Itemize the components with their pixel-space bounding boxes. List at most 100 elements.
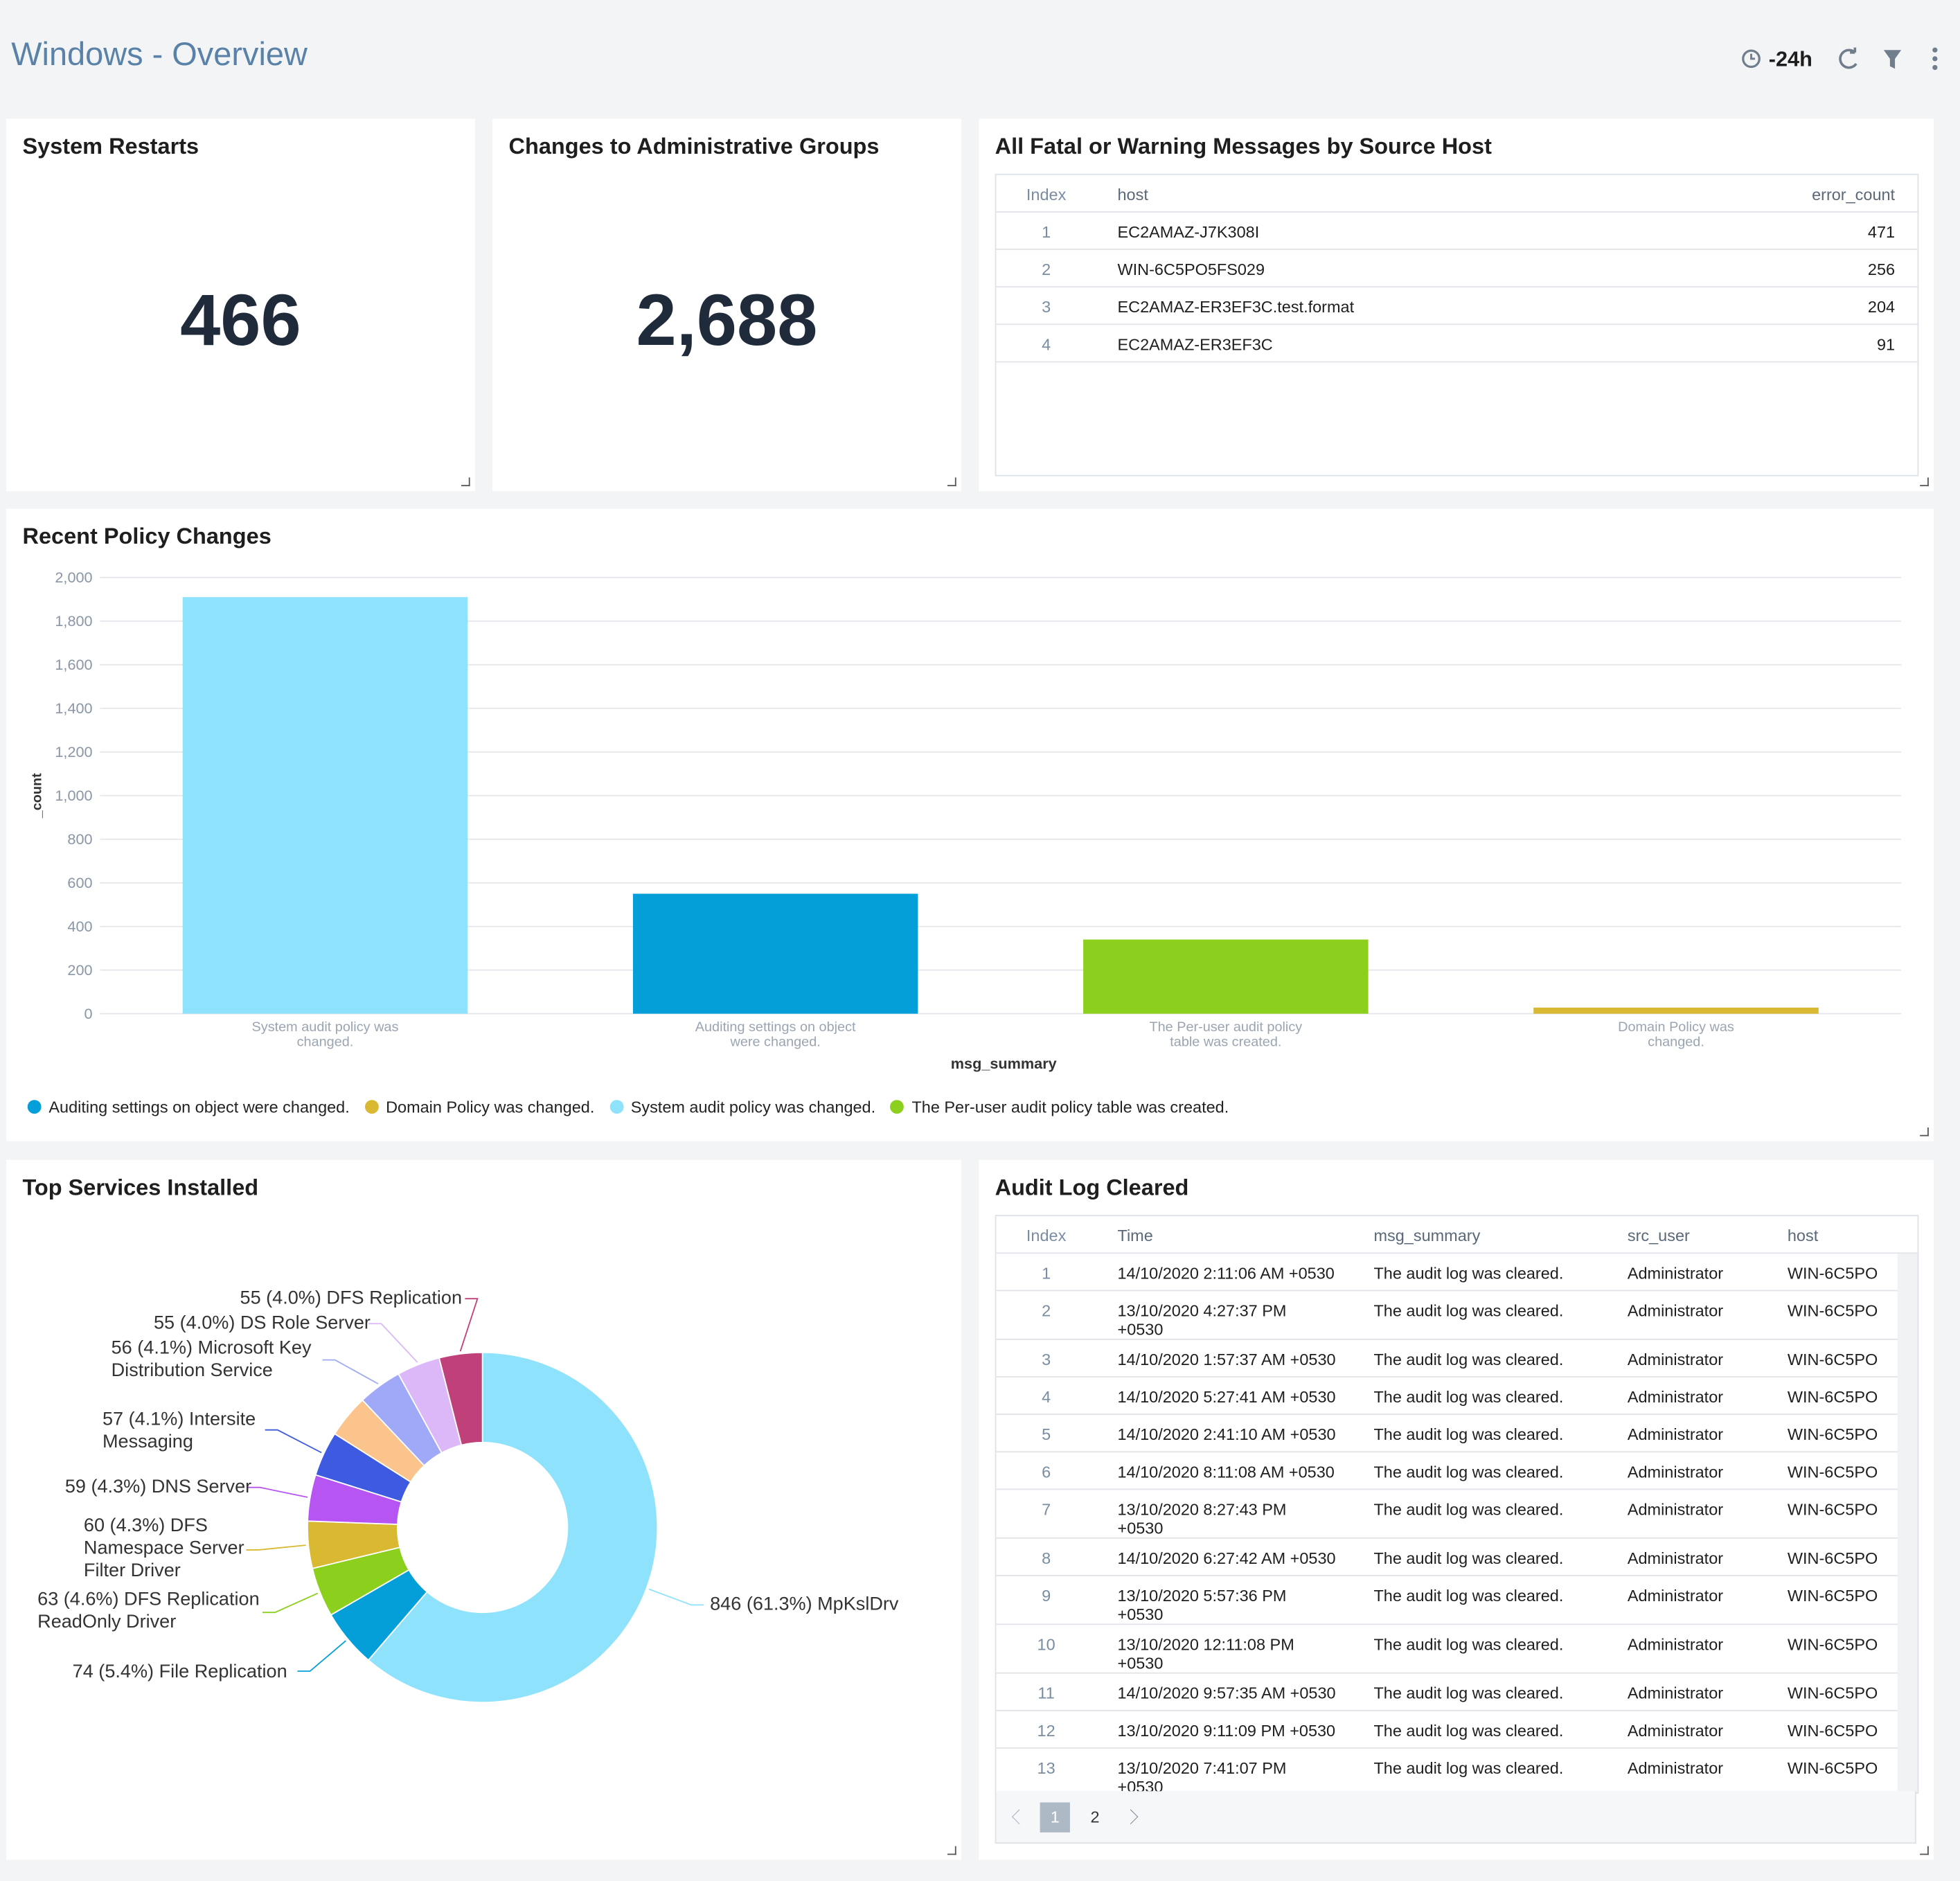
- table-row: 3 EC2AMAZ-ER3EF3C.test.format 204: [996, 287, 1918, 326]
- dashboard-title: Windows - Overview: [11, 35, 308, 73]
- refresh-button[interactable]: [1839, 47, 1857, 69]
- table-cell: WIN-6C5PO: [1787, 1462, 1878, 1481]
- column-header: src_user: [1627, 1226, 1690, 1245]
- table-cell: The audit log was cleared.: [1373, 1634, 1564, 1654]
- legend-label: The Per-user audit policy table was crea…: [911, 1097, 1229, 1116]
- legend-item[interactable]: Domain Policy was changed.: [364, 1098, 594, 1116]
- table-cell: 13/10/2020 7:41:07 PM +0530: [1117, 1758, 1287, 1794]
- table-cell: WIN-6C5PO: [1787, 1721, 1878, 1740]
- resize-handle[interactable]: [1920, 1127, 1929, 1136]
- table-cell: 10: [1037, 1634, 1055, 1654]
- resize-handle[interactable]: [1920, 477, 1929, 487]
- panel-title: Audit Log Cleared: [995, 1175, 1189, 1200]
- table-cell: Administrator: [1627, 1586, 1724, 1605]
- table-cell: 3: [1042, 297, 1051, 317]
- table-cell: 256: [1867, 260, 1896, 279]
- time-range[interactable]: -24h: [1769, 47, 1812, 71]
- legend-label: System audit policy was changed.: [630, 1097, 876, 1116]
- table-cell: The audit log was cleared.: [1373, 1301, 1564, 1320]
- table-cell: 14/10/2020 9:57:35 AM +0530: [1117, 1684, 1336, 1703]
- data-table: Index Time msg_summary src_user host 1 14/10/2…: [995, 1215, 1919, 1794]
- column-header: Time: [1117, 1226, 1153, 1245]
- table-cell: Administrator: [1627, 1499, 1724, 1519]
- single-value: 2,688: [636, 280, 818, 362]
- table-cell: The audit log was cleared.: [1373, 1586, 1564, 1605]
- panel-title: System Restarts: [22, 134, 199, 159]
- x-tick-label: System audit policy was changed.: [251, 1019, 399, 1051]
- single-value-panel: Changes to Administrative Groups 2,688: [492, 118, 961, 492]
- slice-label: 846 (61.3%) MpKslDrv: [710, 1594, 899, 1615]
- page-number[interactable]: 1: [1040, 1801, 1070, 1832]
- table-cell: The audit log was cleared.: [1373, 1549, 1564, 1568]
- resize-handle[interactable]: [947, 477, 956, 487]
- table-cell: 13/10/2020 9:11:09 PM +0530: [1117, 1721, 1336, 1740]
- table-row: 2 WIN-6C5PO5FS029 256: [996, 250, 1918, 288]
- table-row: 13 13/10/2020 7:41:07 PM +0530 The audit l…: [996, 1749, 1917, 1794]
- table-cell: 9: [1042, 1586, 1051, 1605]
- table-cell: 13/10/2020 8:27:43 PM +0530: [1117, 1499, 1287, 1537]
- panel-title: Changes to Administrative Groups: [508, 134, 880, 159]
- resize-handle[interactable]: [1920, 1846, 1929, 1855]
- table-cell: 1: [1042, 222, 1051, 242]
- table-cell: The audit log was cleared.: [1373, 1499, 1564, 1519]
- table-cell: 14/10/2020 5:27:41 AM +0530: [1117, 1387, 1336, 1407]
- legend: Auditing settings on object were changed…: [27, 1097, 1229, 1116]
- resize-handle[interactable]: [947, 1846, 956, 1855]
- column-header: host: [1117, 185, 1148, 204]
- table-row: 9 13/10/2020 5:57:36 PM +0530 The audit lo…: [996, 1576, 1918, 1625]
- table-row: 6 14/10/2020 8:11:08 AM +0530 The audit lo…: [996, 1452, 1918, 1490]
- table-cell: WIN-6C5PO: [1787, 1387, 1878, 1407]
- table-cell: WIN-6C5PO: [1787, 1758, 1878, 1778]
- data-table: Index host error_count 1 EC2AMAZ-J7K308I 471 2…: [995, 173, 1919, 476]
- resize-handle[interactable]: [461, 477, 470, 487]
- table-cell: 13: [1037, 1758, 1055, 1778]
- table-cell: 4: [1042, 1387, 1051, 1407]
- legend-item[interactable]: System audit policy was changed.: [609, 1098, 875, 1116]
- legend-item[interactable]: The Per-user audit policy table was crea…: [890, 1097, 1229, 1116]
- table-cell: 12: [1037, 1721, 1055, 1740]
- slice-label: 74 (5.4%) File Replication: [72, 1661, 287, 1683]
- table-row: 8 14/10/2020 6:27:42 AM +0530 The audit lo…: [996, 1539, 1918, 1576]
- table-cell: 14/10/2020 2:41:10 AM +0530: [1117, 1425, 1336, 1444]
- table-panel: Audit Log Cleared Index Time msg_summary src…: [979, 1159, 1934, 1860]
- table-cell: 13/10/2020 5:57:36 PM +0530: [1117, 1586, 1287, 1624]
- next-page[interactable]: [1123, 1809, 1139, 1825]
- table-cell: WIN-6C5PO: [1787, 1350, 1878, 1369]
- table-cell: 7: [1042, 1499, 1051, 1519]
- legend-item[interactable]: Auditing settings on object were changed…: [27, 1098, 350, 1116]
- table-cell: 6: [1042, 1462, 1051, 1481]
- table-cell: 14/10/2020 6:27:42 AM +0530: [1117, 1549, 1336, 1568]
- table-cell: 14/10/2020 1:57:37 AM +0530: [1117, 1350, 1336, 1369]
- table-cell: Administrator: [1627, 1634, 1724, 1654]
- table-cell: EC2AMAZ-J7K308I: [1117, 222, 1260, 242]
- table-cell: 14/10/2020 8:11:08 AM +0530: [1117, 1462, 1335, 1481]
- table-cell: The audit log was cleared.: [1373, 1684, 1564, 1703]
- table-row: 1 EC2AMAZ-J7K308I 471: [996, 213, 1918, 250]
- more-menu-button[interactable]: [1932, 47, 1938, 71]
- table-cell: 4: [1042, 335, 1051, 354]
- column-header: Index: [1026, 1226, 1067, 1245]
- table-row: 4 14/10/2020 5:27:41 AM +0530 The audit lo…: [996, 1378, 1918, 1416]
- table-cell: 2: [1042, 260, 1051, 279]
- legend-swatch: [890, 1100, 905, 1114]
- table-row: 10 13/10/2020 12:11:08 PM +0530 The audit …: [996, 1625, 1918, 1674]
- filter-button[interactable]: [1883, 50, 1902, 69]
- table-row: 11 14/10/2020 9:57:35 AM +0530 The audit l…: [996, 1674, 1918, 1711]
- table-cell: WIN-6C5PO: [1787, 1634, 1878, 1654]
- slice-label: 55 (4.0%) DFS Replication: [240, 1287, 463, 1309]
- slice-label: 63 (4.6%) DFS Replication ReadOnly Drive…: [37, 1588, 260, 1633]
- table-cell: The audit log was cleared.: [1373, 1387, 1564, 1407]
- page-number[interactable]: 2: [1090, 1806, 1100, 1826]
- prev-page[interactable]: [1011, 1809, 1027, 1825]
- time-range-button[interactable]: -24h: [1742, 47, 1812, 71]
- table-row: 4 EC2AMAZ-ER3EF3C 91: [996, 325, 1918, 363]
- table-cell: WIN-6C5PO5FS029: [1117, 260, 1265, 279]
- table-row: 5 14/10/2020 2:41:10 AM +0530 The audit lo…: [996, 1415, 1918, 1453]
- table-panel: All Fatal or Warning Messages by Source …: [979, 118, 1934, 492]
- column-header: msg_summary: [1373, 1226, 1481, 1245]
- legend-swatch: [609, 1100, 623, 1114]
- table-cell: EC2AMAZ-ER3EF3C.test.format: [1117, 297, 1355, 317]
- slice-label: 55 (4.0%) DS Role Server: [153, 1312, 371, 1334]
- slice-label: 60 (4.3%) DFS Namespace Server Filter Dr…: [83, 1515, 244, 1582]
- slice-label: 57 (4.1%) Intersite Messaging: [102, 1409, 256, 1453]
